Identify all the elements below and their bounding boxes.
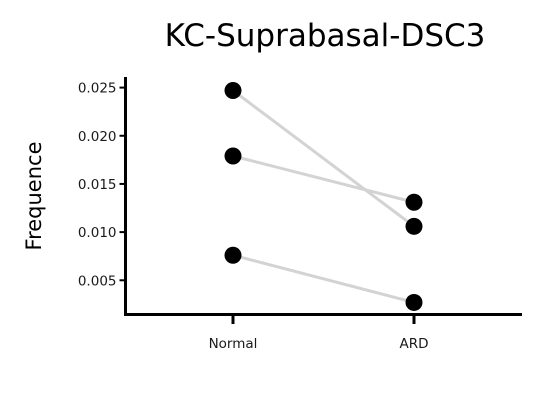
series-line-3: [233, 255, 414, 302]
y-tick-label: 0.025: [78, 81, 117, 97]
y-tick-label: 0.010: [78, 225, 117, 241]
data-point-2-normal: [225, 148, 242, 165]
series-lines: [233, 90, 414, 302]
y-tick-label: 0.015: [78, 177, 117, 193]
data-point-2-ard: [406, 194, 423, 211]
data-point-1-ard: [406, 218, 423, 235]
x-tick-label-normal: Normal: [209, 336, 258, 352]
y-axis-label: Frequence: [22, 142, 46, 251]
data-point-1-normal: [225, 82, 242, 99]
x-axis-ticks: Normal ARD: [209, 316, 429, 352]
y-axis-ticks: 0.005 0.010 0.015 0.020 0.025: [78, 81, 126, 290]
series-line-1: [233, 90, 414, 226]
chart-title: KC-Suprabasal-DSC3: [165, 18, 486, 54]
y-tick-label: 0.020: [78, 129, 117, 145]
data-point-3-ard: [406, 294, 423, 311]
data-point-3-normal: [225, 247, 242, 264]
series-line-2: [233, 156, 414, 202]
x-tick-label-ard: ARD: [399, 336, 428, 352]
y-tick-label: 0.005: [78, 273, 117, 289]
